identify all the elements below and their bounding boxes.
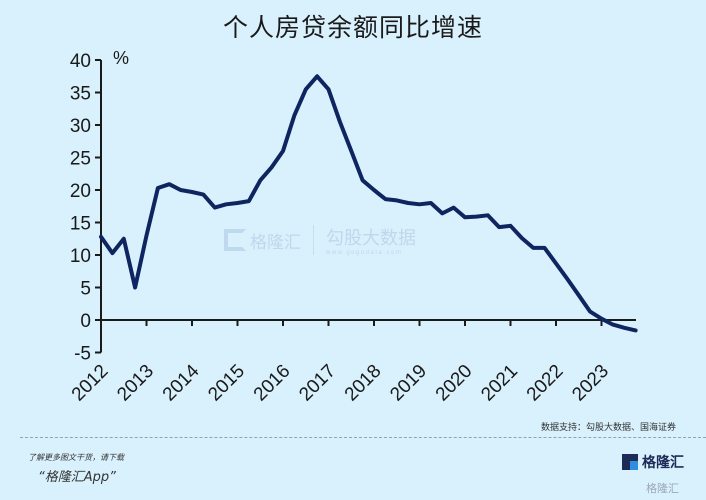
footer-divider [20,437,706,438]
chart-title: 个人房贷余额同比增速 [222,13,483,42]
x-tick-label: 2012 [68,361,113,406]
x-tick-label: 2013 [113,361,158,406]
x-tick-label: 2017 [295,361,340,406]
y-tick-label: 25 [70,149,91,170]
y-tick-label: 20 [70,181,91,202]
y-tick-label: 30 [70,116,91,137]
promo-app-name: “格隆汇App” [38,470,116,485]
x-tick-label: 2014 [159,360,204,405]
x-axis: 2012 2013 2014 2015 2016 2017 2018 2019 2020 2021… [68,319,636,406]
watermark-url: www.gogudata.com [326,250,403,256]
x-tick-label: 2020 [432,361,477,406]
y-tick-label: 35 [70,84,91,105]
y-tick-label: 0 [80,311,91,332]
y-tick-label: 5 [80,279,91,300]
x-tick-label: 2016 [250,361,295,406]
x-tick-label: 2022 [523,361,568,406]
secondary-logo-text: 格隆汇 [646,482,679,495]
y-tick-label: -5 [74,344,91,365]
x-tick-label: 2015 [204,361,249,406]
data-source-note: 数据支持：勾股大数据、国海证券 [540,423,676,433]
brand-logo[interactable]: 格隆汇 [622,452,684,472]
watermark-brand2: 勾股大数据 [326,228,416,249]
y-tick-label: 10 [70,246,91,267]
y-tick-label: 40 [70,51,91,72]
data-line [99,74,638,333]
promo-text: 了解更多图文干货，请下载 [28,453,124,462]
watermark-divider [313,225,314,255]
x-tick-label: 2019 [386,361,431,406]
x-tick-label: 2018 [341,361,386,406]
brand-logo-icon [622,454,638,470]
watermark-logo-icon [224,229,246,251]
x-tick-label: 2021 [477,361,522,406]
y-unit-label: % [113,48,129,68]
watermark: 格隆汇 勾股大数据 www.gogudata.com [224,224,416,256]
y-tick-label: 15 [70,214,91,235]
x-tick-label: 2023 [568,361,613,406]
brand-logo-text: 格隆汇 [642,455,684,471]
watermark-brand: 格隆汇 [250,232,301,253]
y-axis: -5 0 5 10 15 20 25 30 35 40 [70,51,102,365]
